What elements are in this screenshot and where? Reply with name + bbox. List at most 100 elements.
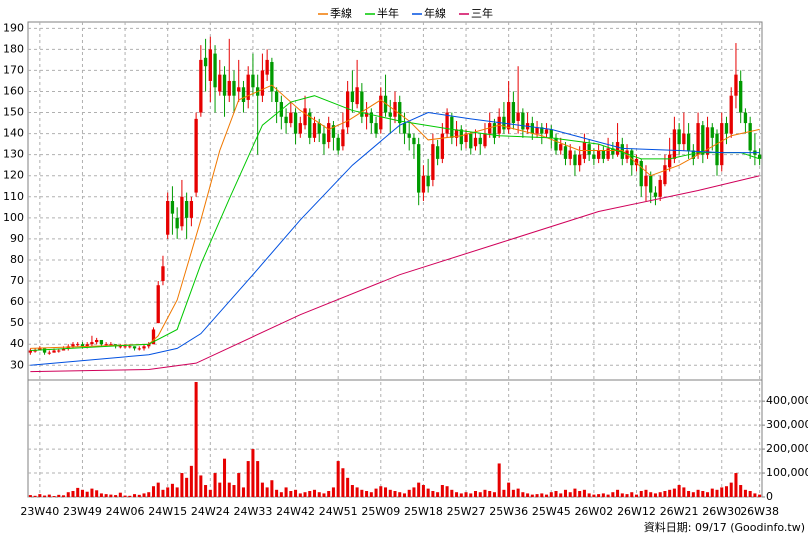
volume-bar (601, 493, 605, 497)
volume-bar (133, 494, 137, 497)
candle-body (251, 74, 255, 88)
candle-body (478, 137, 482, 145)
volume-bar (33, 495, 37, 497)
volume-bar (57, 494, 61, 497)
volume-bar (279, 492, 283, 497)
candle-body (677, 129, 681, 145)
volume-bar (488, 491, 492, 497)
candle-body (336, 137, 340, 151)
candle-body (705, 127, 710, 155)
volume-bar (38, 494, 42, 497)
candle-body (237, 87, 241, 92)
volume-bar (687, 491, 691, 497)
volume-bar (185, 477, 189, 497)
candle-body (156, 285, 160, 324)
volume-bar (720, 487, 724, 497)
candle-body (260, 70, 265, 96)
candle-body (298, 123, 302, 134)
volume-bar (265, 487, 269, 497)
volume-bar (402, 493, 406, 497)
y-tick-label: 60 (10, 295, 24, 308)
candle-body (596, 150, 601, 159)
candle-body (412, 137, 416, 145)
volume-bar (545, 494, 549, 497)
volume-bar (706, 492, 710, 497)
x-tick-label: 25W36 (489, 505, 528, 518)
candle-body (592, 154, 596, 159)
candle-body (757, 154, 762, 159)
volume-bar (161, 489, 165, 497)
candle-body (312, 123, 317, 138)
candle-body (559, 144, 563, 151)
candle-body (180, 196, 184, 227)
volume-bar (308, 491, 312, 497)
candle-body (270, 62, 274, 92)
volume-bar (436, 492, 440, 497)
volume-tick-label: 0 (766, 490, 773, 503)
volume-bar (393, 491, 397, 497)
volume-bar (431, 491, 435, 497)
volume-bar (137, 494, 141, 497)
volume-bar (653, 493, 657, 497)
volume-bar (284, 487, 288, 497)
x-tick-label: 25W27 (447, 505, 486, 518)
volume-bar (341, 468, 345, 497)
volume-bar (578, 491, 582, 497)
volume-bar (346, 477, 350, 497)
candle-body (341, 129, 345, 147)
volume-bar (502, 489, 506, 497)
candle-body (743, 112, 748, 124)
volume-bar (644, 489, 648, 497)
volume-bar (464, 492, 468, 497)
candle-body (241, 87, 246, 103)
volume-bar (530, 494, 534, 497)
volume-bar (227, 482, 231, 497)
volume-bar (559, 493, 563, 497)
candle-body (530, 123, 534, 134)
volume-bar (90, 488, 94, 497)
candle-body (345, 91, 350, 128)
x-tick-label: 25W18 (404, 505, 443, 518)
x-tick-label: 24W42 (276, 505, 315, 518)
candle-body (554, 137, 558, 151)
source-note: 資料日期: 09/17 (Goodinfo.tw) (644, 520, 805, 534)
volume-bar (298, 493, 302, 497)
candle-body (668, 154, 672, 168)
candle-body (402, 123, 407, 134)
candle-body (398, 102, 402, 124)
volume-tick-label: 200,000 (766, 442, 808, 455)
y-tick-label: 140 (3, 127, 24, 140)
candle-body (123, 346, 127, 348)
candle-body (331, 125, 336, 138)
volume-bar (516, 488, 520, 497)
volume-bar (303, 492, 307, 497)
candle-body (61, 348, 66, 351)
volume-bar (151, 486, 156, 497)
candle-body (653, 192, 658, 197)
volume-bar (582, 489, 586, 497)
volume-bar (289, 491, 293, 497)
candle-body (587, 144, 591, 155)
candle-body (715, 133, 719, 166)
candle-body (246, 74, 250, 100)
candle-body (431, 144, 435, 180)
volume-bar (322, 493, 326, 497)
x-tick-label: 25W45 (532, 505, 571, 518)
candle-body (454, 129, 459, 138)
volume-bar (223, 458, 227, 497)
x-tick-label: 26W38 (740, 505, 779, 518)
volume-bar (715, 489, 719, 497)
y-tick-label: 110 (3, 190, 24, 203)
volume-bar (710, 488, 714, 497)
y-tick-label: 120 (3, 169, 24, 182)
candle-body (151, 329, 156, 345)
volume-bar (189, 465, 193, 497)
y-tick-label: 160 (3, 84, 24, 97)
candle-body (71, 344, 75, 347)
volume-bar (123, 495, 127, 497)
volume-bar (104, 494, 108, 497)
y-tick-label: 30 (10, 358, 24, 371)
ma-line (30, 84, 760, 349)
volume-bar (563, 489, 567, 497)
volume-bar (535, 494, 539, 497)
